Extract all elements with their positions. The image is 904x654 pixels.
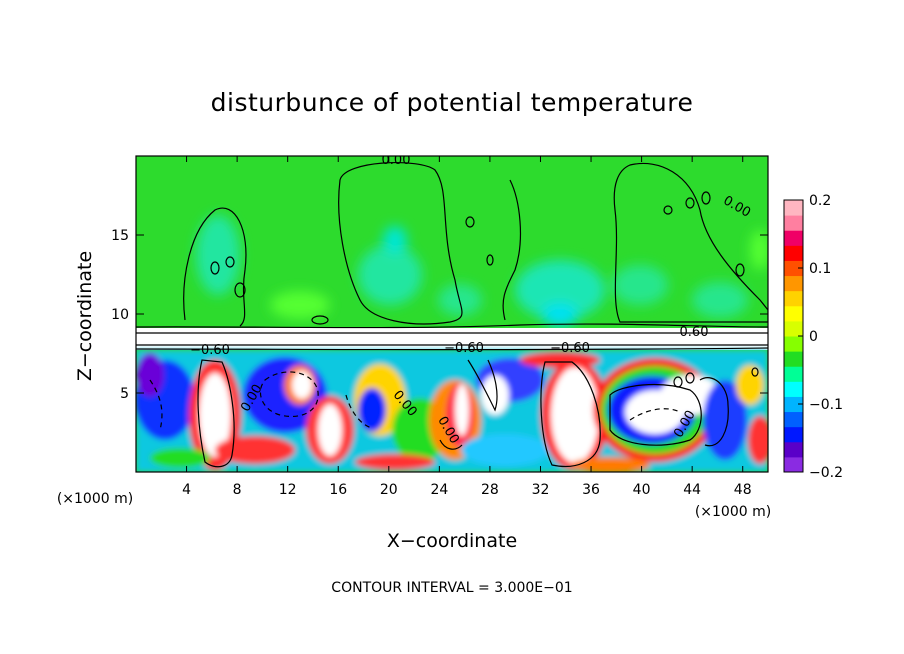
y-unit-label: (×1000 m) — [57, 491, 133, 507]
small-contour-loops — [210, 191, 759, 388]
contour-line — [467, 359, 498, 412]
colorbar-ticks: 0.2 0.1 0 −0.1 −0.2 — [798, 193, 843, 481]
y-tick-label: 15 — [111, 228, 129, 244]
contour-label: 0.00 — [382, 153, 411, 168]
y-tick-label: 10 — [111, 307, 129, 323]
x-tick-label: 4 — [182, 482, 191, 498]
colorbar-segment — [784, 426, 803, 443]
contour-line — [629, 408, 681, 421]
x-tick-label: 32 — [532, 482, 550, 498]
contour-line — [197, 359, 235, 468]
x-tick-label: 28 — [481, 482, 499, 498]
contour-lines — [136, 162, 768, 468]
lower-field — [136, 350, 768, 472]
contour-line — [136, 323, 768, 329]
x-axis-label: X−coordinate — [387, 530, 517, 552]
x-tick-label: 44 — [683, 482, 701, 498]
contour-line — [502, 179, 522, 321]
colorbar-tick-label: 0.1 — [809, 261, 831, 277]
contour-line — [338, 162, 463, 325]
colorbar-tick-label: −0.2 — [809, 465, 843, 481]
contour-interval-note: CONTOUR INTERVAL = 3.000E−01 — [331, 580, 572, 596]
x-tick-label: 16 — [329, 482, 347, 498]
contour-line — [609, 383, 702, 446]
x-tick-label: 12 — [279, 482, 297, 498]
upper-field — [196, 215, 768, 327]
x-tick-label: 36 — [582, 482, 600, 498]
colorbar-segment — [784, 275, 803, 292]
x-tick-label: 40 — [633, 482, 651, 498]
contour-line — [699, 377, 729, 447]
y-tick-label: 5 — [120, 386, 129, 402]
contour-line — [613, 162, 768, 323]
contour-line — [183, 207, 247, 327]
colorbar-tick-label: −0.1 — [809, 397, 843, 413]
contour-line — [345, 394, 373, 429]
colorbar-segment — [784, 336, 803, 352]
x-tick-label: 20 — [380, 482, 398, 498]
colorbar-segment — [784, 366, 803, 382]
x-axis-ticks: 4 8 12 16 20 24 28 32 36 40 44 48 — [182, 156, 752, 498]
colorbar-segment — [784, 320, 803, 337]
colorbar-segment — [784, 260, 803, 277]
colorbar-segment — [784, 396, 803, 413]
colorbar-segment — [784, 200, 803, 216]
y-axis-ticks: 5 10 15 — [111, 228, 768, 402]
x-tick-label: 48 — [734, 482, 752, 498]
chart-title: disturbunce of potential temperature — [211, 88, 694, 117]
colorbar-segment — [784, 456, 803, 473]
colorbar-segment — [784, 245, 803, 261]
contour-label: 0.60 — [680, 325, 709, 340]
contour-line — [136, 347, 768, 351]
contour-line — [540, 361, 601, 467]
colorbar-segment — [784, 351, 803, 367]
x-tick-label: 24 — [430, 482, 448, 498]
contour-line — [439, 439, 463, 450]
colorbar-segment — [784, 441, 803, 458]
x-tick-label: 8 — [233, 482, 242, 498]
colorbar-segment — [784, 230, 803, 246]
colorbar-tick-label: 0.2 — [809, 193, 831, 209]
colorbar-segment — [784, 305, 803, 322]
contour-label: −0.60 — [444, 341, 484, 356]
contour-label: −0.60 — [550, 341, 590, 356]
plot-area: 0.00 0.00 0.60 −0.60 −0.60 −0.60 0.00 0.… — [136, 153, 768, 472]
colorbar-segment — [784, 290, 803, 307]
contour-line — [149, 379, 163, 431]
x-unit-label: (×1000 m) — [695, 504, 771, 520]
contour-label: −0.60 — [190, 343, 230, 358]
colorbar-tick-label: 0 — [809, 329, 818, 345]
y-axis-label: Z−coordinate — [74, 251, 96, 381]
colorbar-segment — [784, 215, 803, 231]
colorbar-segment — [784, 381, 803, 397]
colorbar-segment — [784, 411, 803, 428]
colorbar — [784, 200, 803, 473]
